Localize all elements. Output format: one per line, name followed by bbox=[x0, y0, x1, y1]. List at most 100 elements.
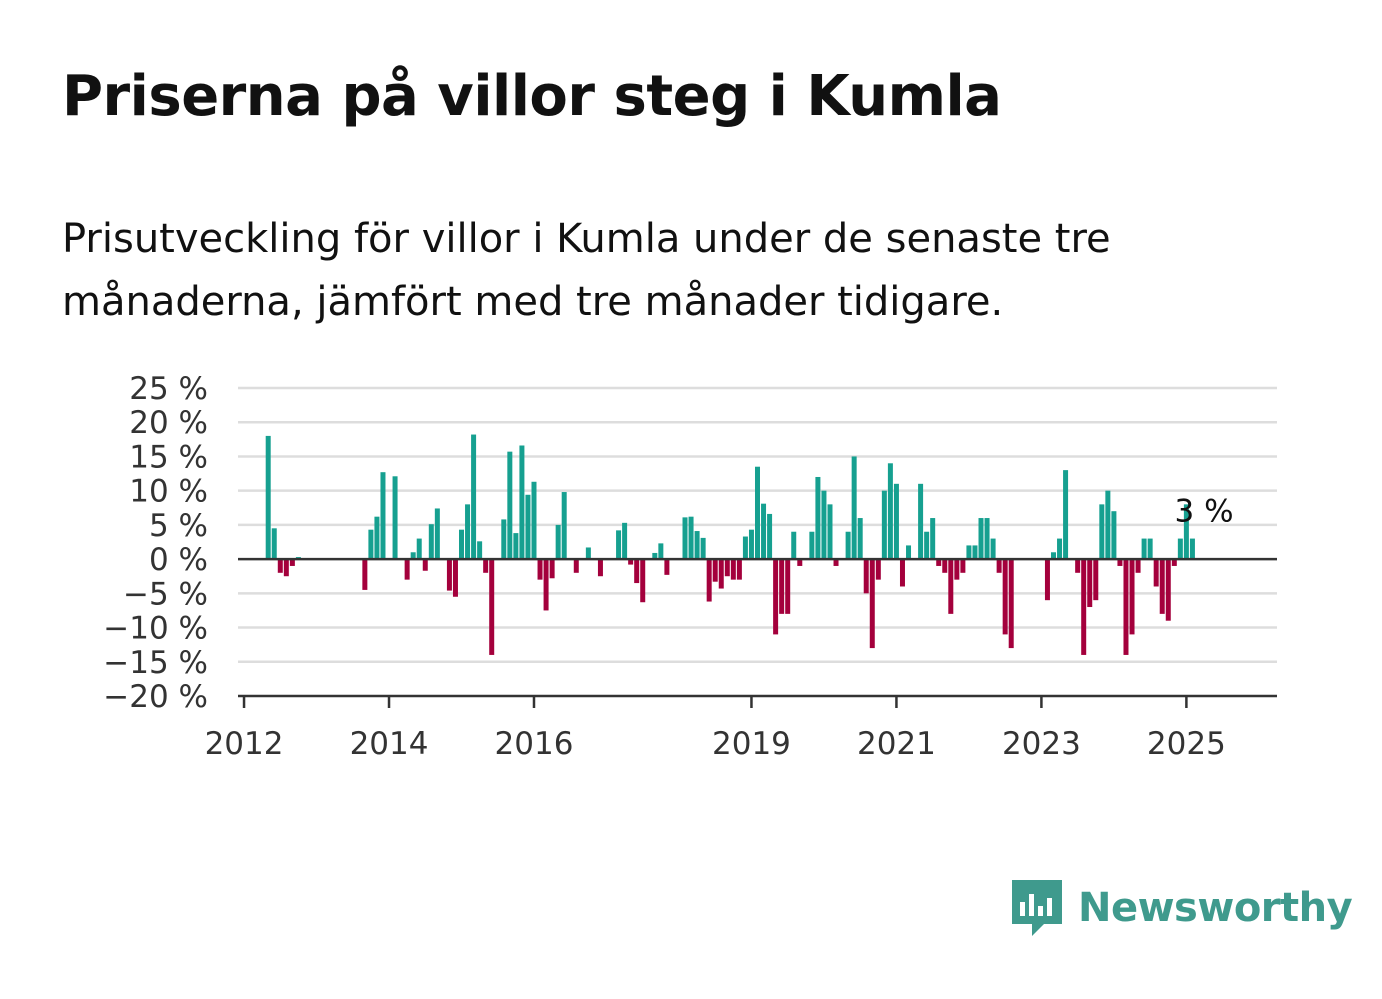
bar bbox=[815, 476, 821, 560]
y-tick-label: 5 % bbox=[149, 508, 208, 544]
bar bbox=[1050, 552, 1056, 560]
bar bbox=[1105, 490, 1111, 560]
bar bbox=[906, 545, 912, 560]
bar bbox=[1141, 538, 1147, 560]
bar bbox=[1081, 559, 1087, 655]
axes bbox=[238, 557, 1277, 708]
bar bbox=[966, 545, 972, 560]
bar bbox=[1135, 559, 1141, 573]
bar bbox=[706, 559, 712, 602]
bar bbox=[513, 533, 519, 560]
chart-subtitle: Prisutveckling för villor i Kumla under … bbox=[62, 216, 1111, 325]
bar bbox=[404, 559, 410, 580]
bar bbox=[573, 559, 579, 573]
bar bbox=[1057, 538, 1063, 560]
bar bbox=[277, 559, 283, 573]
bar bbox=[996, 559, 1002, 573]
bar bbox=[851, 456, 857, 560]
bar bbox=[368, 529, 374, 560]
y-tick-label: 10 % bbox=[129, 474, 208, 510]
bar bbox=[549, 559, 555, 579]
bar bbox=[1165, 559, 1171, 621]
bar bbox=[990, 538, 996, 560]
latest-value-label: 3 % bbox=[1175, 493, 1234, 529]
bar bbox=[1177, 538, 1183, 560]
bar bbox=[519, 445, 525, 560]
bar bbox=[283, 559, 289, 577]
bar bbox=[1111, 511, 1117, 560]
bar bbox=[1159, 559, 1165, 614]
bar bbox=[1123, 559, 1129, 655]
bar bbox=[1075, 559, 1081, 573]
bar bbox=[1183, 504, 1189, 560]
bar bbox=[471, 434, 477, 560]
bar bbox=[428, 524, 434, 560]
bar bbox=[1171, 559, 1177, 566]
bar bbox=[585, 547, 591, 560]
bar bbox=[948, 559, 954, 614]
x-tick-label: 2014 bbox=[350, 726, 429, 762]
price-change-bar-chart: 25 %20 %15 %10 %5 %0 %−5 %−10 %−15 %−20 … bbox=[103, 371, 1277, 762]
bar bbox=[489, 559, 495, 655]
bar bbox=[845, 531, 851, 560]
newsworthy-logo-icon bbox=[1012, 880, 1062, 936]
bar bbox=[622, 522, 628, 560]
bar bbox=[1189, 538, 1195, 560]
bar bbox=[688, 516, 694, 560]
bar bbox=[1002, 559, 1008, 635]
bar bbox=[1063, 470, 1069, 560]
bar bbox=[918, 483, 924, 560]
y-tick-label: 0 % bbox=[149, 542, 208, 578]
bar bbox=[755, 466, 760, 560]
bar bbox=[477, 541, 483, 560]
bar bbox=[875, 559, 881, 580]
bar bbox=[718, 559, 724, 589]
bar bbox=[748, 529, 754, 560]
bar bbox=[761, 503, 767, 560]
bar bbox=[483, 559, 489, 573]
y-tick-label: 15 % bbox=[129, 439, 208, 475]
bar bbox=[664, 559, 670, 575]
bar bbox=[712, 559, 718, 582]
bar bbox=[960, 559, 966, 573]
bar bbox=[452, 559, 458, 597]
bar bbox=[380, 472, 386, 560]
bar bbox=[652, 552, 658, 560]
bar bbox=[942, 559, 948, 573]
x-tick-label: 2023 bbox=[1002, 726, 1081, 762]
bar bbox=[289, 559, 295, 566]
x-tick-label: 2021 bbox=[857, 726, 936, 762]
bar bbox=[416, 538, 422, 560]
bar bbox=[742, 536, 748, 560]
bar bbox=[1008, 559, 1014, 649]
chart-title: Priserna på villor steg i Kumla bbox=[62, 64, 1002, 129]
bar bbox=[779, 559, 785, 614]
bar bbox=[881, 490, 887, 560]
bar bbox=[634, 559, 640, 584]
bar bbox=[767, 513, 773, 560]
bar bbox=[978, 518, 984, 560]
bar bbox=[954, 559, 960, 580]
x-tick-label: 2019 bbox=[712, 726, 791, 762]
bar bbox=[700, 537, 706, 560]
bar bbox=[501, 519, 507, 560]
bar bbox=[446, 559, 452, 591]
y-tick-label: −15 % bbox=[103, 645, 208, 681]
bar bbox=[893, 483, 899, 560]
x-tick-label: 2016 bbox=[495, 726, 574, 762]
bar bbox=[1117, 559, 1123, 566]
bar bbox=[730, 559, 736, 580]
bar bbox=[972, 545, 978, 560]
x-tick-label: 2012 bbox=[205, 726, 284, 762]
bar bbox=[887, 463, 893, 560]
bar bbox=[785, 559, 791, 614]
bar bbox=[984, 518, 990, 560]
bar bbox=[936, 559, 942, 566]
bar bbox=[1093, 559, 1099, 601]
bar bbox=[869, 559, 875, 649]
bar bbox=[422, 559, 428, 571]
bar bbox=[773, 559, 779, 635]
bar bbox=[265, 435, 271, 560]
bar bbox=[736, 559, 742, 580]
bar bbox=[507, 451, 513, 560]
